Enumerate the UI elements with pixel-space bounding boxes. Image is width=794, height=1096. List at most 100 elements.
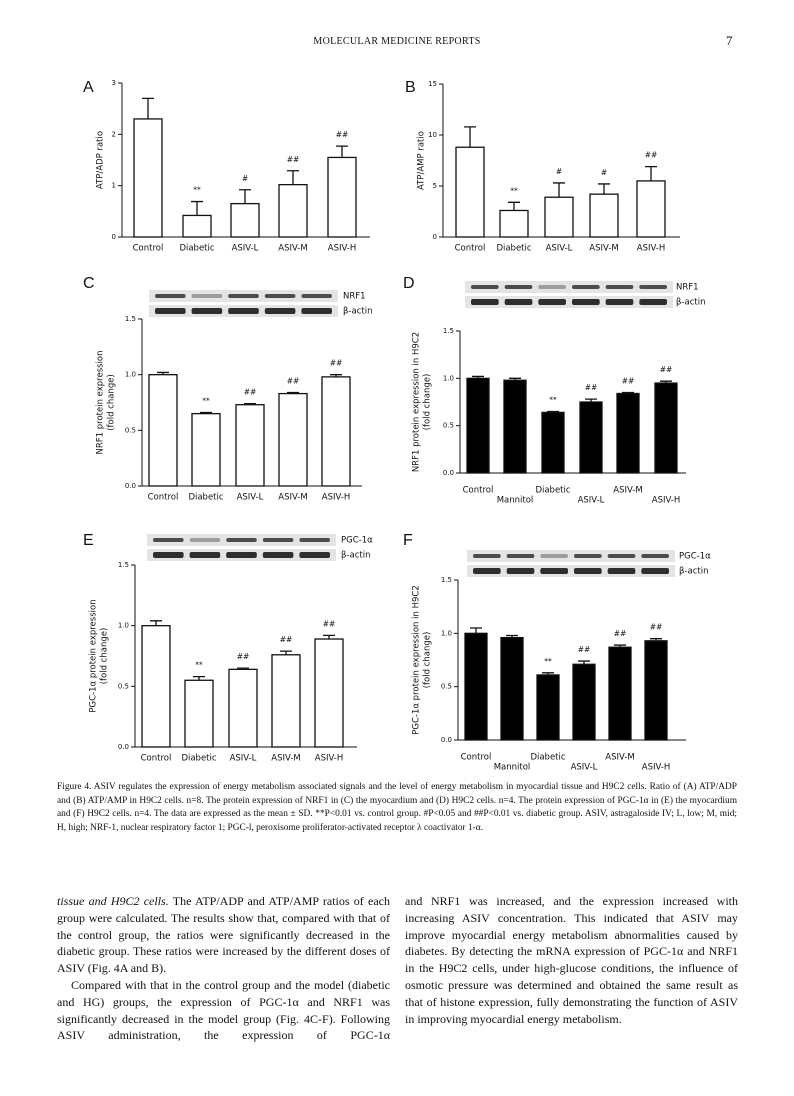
blot-band: [264, 308, 296, 314]
paragraph: Compared with that in the control group …: [57, 977, 390, 1043]
x-tick-label: ASIV-M: [271, 754, 300, 764]
bar: [314, 638, 344, 748]
blot-band: [226, 552, 257, 558]
y-axis-label: (fold change): [107, 374, 117, 431]
significance-mark: ##: [578, 645, 591, 654]
x-tick-label: ASIV-M: [613, 486, 642, 496]
x-tick-label: Control: [141, 754, 172, 764]
blot-band: [155, 294, 186, 298]
x-tick-label: Diabetic: [181, 754, 216, 764]
bar: [455, 146, 485, 238]
y-tick-label: 10: [428, 131, 437, 139]
error-bar: [553, 182, 565, 198]
blot-band: [299, 538, 330, 542]
x-tick-label: Diabetic: [188, 493, 223, 503]
blot-band: [641, 554, 669, 558]
blot-band: [639, 299, 667, 305]
error-bar: [150, 620, 162, 626]
x-tick-label: ASIV-M: [589, 244, 618, 254]
significance-mark: ##: [645, 151, 658, 160]
significance-mark: ##: [660, 365, 673, 374]
bar: [271, 654, 301, 748]
blot-band: [155, 308, 186, 314]
error-bar: [508, 201, 520, 211]
bar: [500, 636, 524, 741]
x-tick-label: ASIV-L: [546, 244, 573, 254]
y-tick-label: 0.5: [125, 426, 136, 434]
y-axis-label: NRF1 protein expression in H9C2: [412, 332, 422, 472]
x-tick-label: Diabetic: [496, 244, 531, 254]
significance-mark: ##: [336, 130, 349, 139]
error-bar: [280, 650, 292, 655]
error-bar: [650, 638, 662, 641]
blot-band: [538, 285, 566, 289]
bar: [636, 180, 666, 238]
y-axis-label: (fold change): [423, 374, 433, 431]
blot-band: [572, 299, 600, 305]
significance-mark: **: [193, 186, 201, 195]
bar: [278, 392, 308, 487]
blot-band: [538, 299, 566, 305]
x-tick-label: Control: [455, 244, 486, 254]
x-tick-label: ASIV-L: [578, 496, 605, 506]
x-tick-label: Control: [148, 493, 179, 503]
bar: [141, 625, 171, 748]
panel-label: A: [83, 79, 94, 96]
significance-mark: **: [544, 657, 552, 666]
error-bar: [470, 627, 482, 634]
bar: [133, 118, 163, 238]
blot-band: [301, 308, 332, 314]
blot-band: [504, 299, 533, 305]
y-tick-label: 0.5: [118, 682, 129, 690]
bar: [466, 377, 490, 474]
error-bar: [200, 411, 212, 414]
blot-band: [299, 552, 330, 558]
x-tick-label: Diabetic: [530, 753, 565, 763]
blot-band: [262, 538, 294, 542]
bar: [503, 379, 527, 474]
y-axis-label: NRF1 protein expression: [96, 350, 106, 454]
y-tick-label: 1.0: [118, 622, 129, 630]
bar: [230, 202, 260, 238]
y-tick-label: 0.0: [441, 736, 452, 744]
x-tick-label: Control: [463, 486, 494, 496]
blot-band: [471, 299, 499, 305]
significance-mark: **: [549, 395, 557, 404]
y-tick-label: 0.5: [443, 422, 454, 430]
blot-band: [607, 554, 636, 558]
significance-mark: ##: [323, 619, 336, 628]
bar: [541, 411, 565, 474]
y-tick-label: 5: [433, 182, 437, 190]
significance-mark: ##: [330, 359, 343, 368]
blot-band: [153, 538, 184, 542]
y-axis-label: PGC-1α protein expression: [89, 599, 99, 712]
significance-mark: ##: [280, 635, 293, 644]
significance-mark: **: [195, 661, 203, 670]
y-tick-label: 3: [112, 79, 116, 87]
error-bar: [142, 97, 154, 119]
blot-band: [301, 294, 332, 298]
error-bar: [660, 380, 672, 384]
x-tick-label: ASIV-L: [571, 763, 598, 771]
x-tick-label: Mannitol: [494, 763, 531, 771]
blot-band: [189, 552, 221, 558]
error-bar: [509, 377, 521, 381]
error-bar: [542, 672, 554, 675]
y-axis-label: (fold change): [423, 632, 433, 689]
error-bar: [464, 126, 476, 148]
bar: [589, 193, 619, 238]
blot-band: [262, 552, 294, 558]
blot-label: NRF1: [676, 283, 699, 293]
error-bar: [330, 374, 342, 377]
significance-mark: ##: [237, 652, 250, 661]
figure: A 0 1 2 3 ATP/ADP ratio Control Diabetic ** ASIV-…: [83, 79, 711, 771]
x-tick-label: ASIV-L: [230, 754, 257, 764]
blot-band: [471, 285, 499, 289]
y-tick-label: 0.0: [118, 743, 129, 751]
blot-label: β-actin: [676, 298, 705, 308]
blot-band: [191, 294, 223, 298]
panel-label: D: [403, 275, 415, 292]
bar: [572, 663, 596, 741]
bar: [235, 404, 265, 487]
